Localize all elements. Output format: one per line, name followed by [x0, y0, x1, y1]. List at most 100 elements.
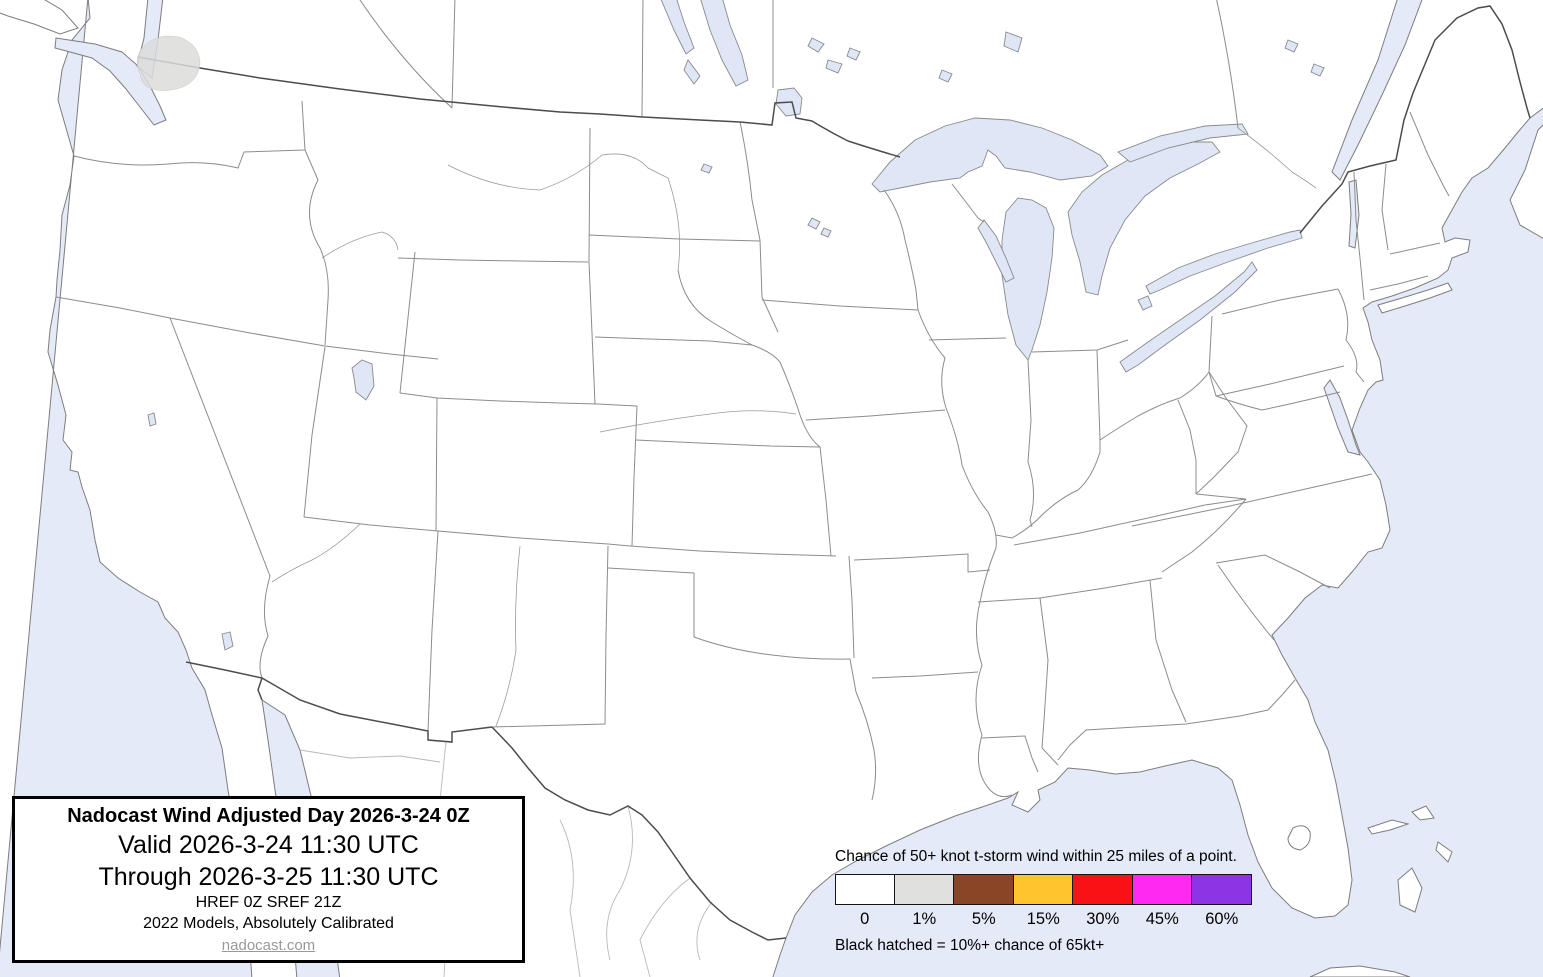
lake-erie	[1119, 261, 1258, 373]
nv-ut-border	[303, 346, 326, 518]
ma-south-border	[1369, 275, 1429, 291]
legend-swatch-5	[954, 874, 1014, 905]
valid-time: Valid 2026-3-24 11:30 UTC	[118, 831, 419, 860]
probability-legend: Chance of 50+ knot t-storm wind within 2…	[835, 848, 1275, 955]
mn-wi-border	[883, 189, 919, 311]
tx-ar-border	[849, 658, 857, 693]
wv-ky-border	[1177, 399, 1197, 494]
lake-champlain	[1348, 179, 1360, 249]
lake-st-clair	[1137, 295, 1153, 311]
hatched-note: Black hatched = 10%+ chance of 65kt+	[835, 937, 1105, 954]
colorado-river-az	[271, 523, 361, 583]
tn-nc-border	[1161, 498, 1247, 573]
37th-parallel	[303, 516, 837, 557]
model-sources: HREF 0Z SREF 21Z	[195, 893, 342, 911]
gulf-and-atlantic	[772, 107, 1543, 977]
wi-il-border	[928, 337, 1007, 341]
mo-ar-border	[853, 553, 991, 573]
atlantic-islands	[1309, 124, 1543, 977]
wa-id-border	[301, 100, 306, 151]
sd-ne-border	[594, 336, 753, 346]
forecast-title: Nadocast Wind Adjusted Day 2026-3-24 0Z	[67, 805, 470, 828]
us-mexico-border-az-nm	[261, 677, 493, 743]
fl-north-border	[1057, 679, 1296, 761]
platte-river	[599, 410, 797, 433]
wa-or-border	[73, 149, 306, 169]
legend-swatch-row	[835, 874, 1252, 905]
canada-province-borders	[359, 0, 1239, 129]
ottawa-river	[1237, 127, 1317, 189]
pa-west-border	[1208, 315, 1217, 397]
lake-tahoe	[147, 412, 157, 427]
or-id-border	[304, 149, 329, 346]
great-salt-lake	[351, 359, 375, 401]
mississippi-upper	[917, 309, 997, 549]
ohio-river	[995, 371, 1210, 539]
calibration-note: 2022 Models, Absolutely Calibrated	[143, 914, 394, 932]
through-time: Through 2026-3-25 11:30 UTC	[98, 862, 439, 891]
ok-ar-border	[848, 555, 855, 659]
wy-west-border	[399, 251, 416, 394]
ca-nv-border	[169, 317, 271, 679]
mn-sd-border	[759, 239, 779, 333]
legend-swatch-1	[894, 874, 954, 905]
ms-al-border	[1039, 597, 1059, 766]
42nd-parallel	[55, 296, 439, 360]
red-river-tx-ok	[693, 636, 851, 660]
va-nc-border	[1131, 473, 1373, 527]
ga-sc-border	[1217, 564, 1275, 641]
great-lakes	[871, 117, 1303, 373]
az-nm-border	[427, 530, 439, 732]
tn-south-border	[977, 577, 1163, 603]
legend-label: 5%	[971, 910, 996, 928]
mn-ia-border	[761, 299, 919, 311]
vt-nh-border	[1381, 163, 1389, 251]
pa-north-border	[1221, 288, 1339, 315]
ne-ks-border	[635, 439, 821, 448]
ny-east-border	[1353, 171, 1365, 301]
canada-lakes	[660, 0, 1325, 117]
puget-sound	[54, 37, 167, 126]
nm-tx-border	[491, 545, 609, 728]
legend-label: 1%	[912, 910, 937, 928]
state-borders	[55, 100, 1450, 801]
lake-ontario	[1145, 229, 1303, 295]
wind-probability-contour-1pct	[136, 35, 201, 91]
la-ms-border	[981, 735, 1039, 773]
legend-swatch-60	[1192, 874, 1252, 905]
nc-sc-border	[1215, 554, 1331, 589]
rio-grande-border	[491, 726, 787, 941]
lake-manitoba	[683, 59, 701, 85]
legend-label: 45%	[1145, 910, 1179, 928]
nh-me-border	[1409, 111, 1450, 197]
nd-sd-border	[588, 234, 761, 242]
legend-label: 0	[860, 910, 870, 928]
ky-tn-border	[1013, 498, 1247, 546]
mississippi-lower	[975, 547, 1013, 798]
us-small-lakes	[147, 163, 1311, 851]
wi-mi-border	[951, 183, 985, 223]
green-bay	[977, 219, 1015, 283]
missouri-river-upper	[447, 153, 681, 271]
red-river-north	[739, 121, 761, 241]
mt-east-border	[588, 127, 591, 263]
nadocast-link[interactable]: nadocast.com	[221, 936, 316, 954]
41st-parallel	[399, 392, 638, 407]
legend-swatch-45	[1132, 874, 1192, 905]
lake-okeechobee	[1287, 825, 1311, 851]
legend-label: 60%	[1205, 910, 1239, 928]
ma-north-border	[1389, 242, 1441, 255]
tx-la-border	[855, 691, 877, 801]
lake-michigan	[1001, 197, 1055, 361]
legend-label-row: 0 1% 5% 15% 30% 45% 60%	[835, 910, 1252, 929]
lake-winnipegosis	[660, 0, 695, 55]
tx-panhandle-north	[607, 567, 695, 574]
chesapeake-bay	[1323, 379, 1361, 456]
il-in-border	[1027, 359, 1034, 528]
legend-title: Chance of 50+ knot t-storm wind within 2…	[835, 848, 1237, 865]
georgian-bay	[1117, 123, 1249, 163]
legend-label: 15%	[1026, 910, 1060, 928]
lake-superior	[871, 117, 1109, 193]
in-oh-border	[1096, 349, 1101, 441]
al-ga-border	[1149, 579, 1187, 723]
